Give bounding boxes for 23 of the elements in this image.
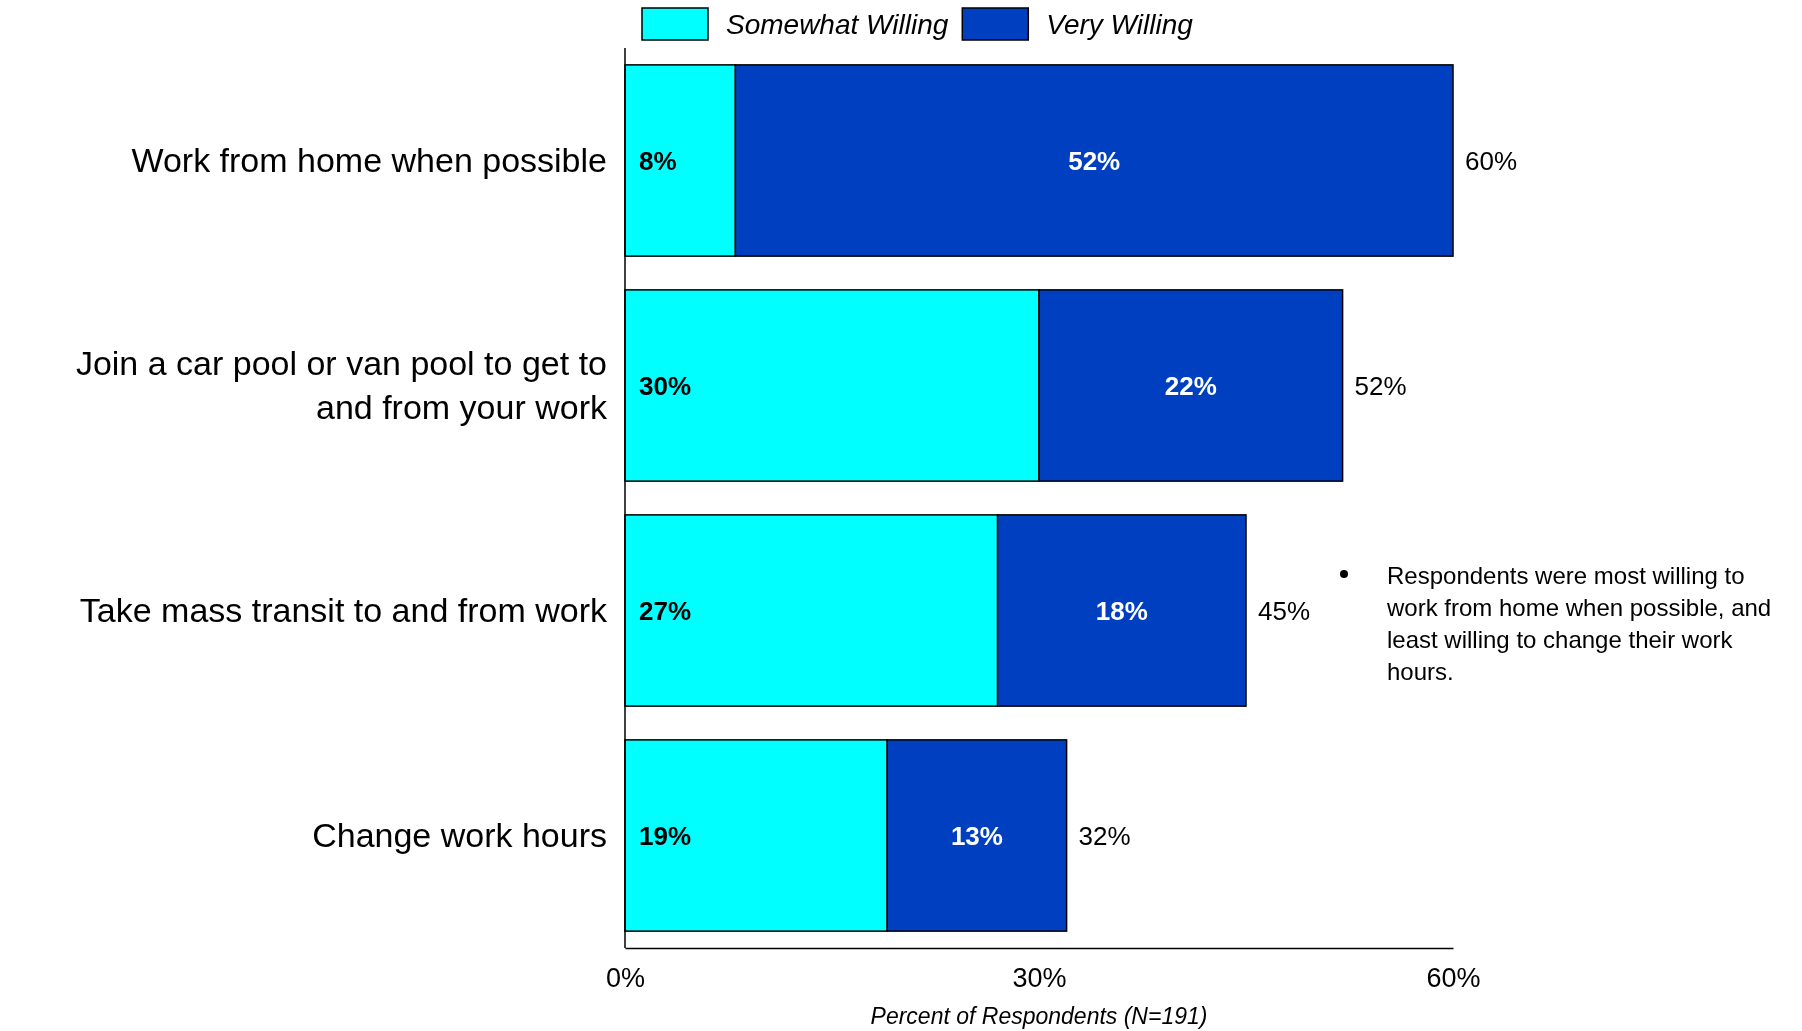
annotation: Respondents were most willing to work from home when possible, and least willing to change their work hours. [1386, 562, 1772, 686]
y-tick-label: Take mass transit to and from work [79, 591, 608, 630]
y-tick-label: Join a car pool or van pool to get to and from your work [75, 344, 608, 427]
x-tick-label: 0% [605, 963, 646, 994]
data-label: 19% [639, 820, 692, 851]
x-tick-label: 30% [1012, 963, 1067, 994]
x-tick-label: 60% [1426, 963, 1481, 994]
legend-label: Very Willing [1046, 8, 1194, 40]
y-tick-label: Work from home when possible [131, 141, 607, 180]
data-label: 18% [1095, 595, 1148, 626]
legend-label: Somewhat Willing [726, 8, 949, 40]
data-label: 22% [1164, 370, 1217, 401]
total-label: 60% [1465, 145, 1518, 176]
data-label: 13% [950, 820, 1003, 851]
total-label: 52% [1354, 370, 1407, 401]
y-tick-label: Change work hours [312, 816, 607, 855]
total-label: 32% [1078, 820, 1131, 851]
data-label: 27% [639, 595, 692, 626]
data-label: 30% [639, 370, 692, 401]
x-axis-title: Percent of Respondents (N=191) [870, 1003, 1208, 1029]
data-label: 8% [639, 145, 677, 176]
total-label: 45% [1258, 595, 1311, 626]
data-label: 52% [1068, 145, 1121, 176]
